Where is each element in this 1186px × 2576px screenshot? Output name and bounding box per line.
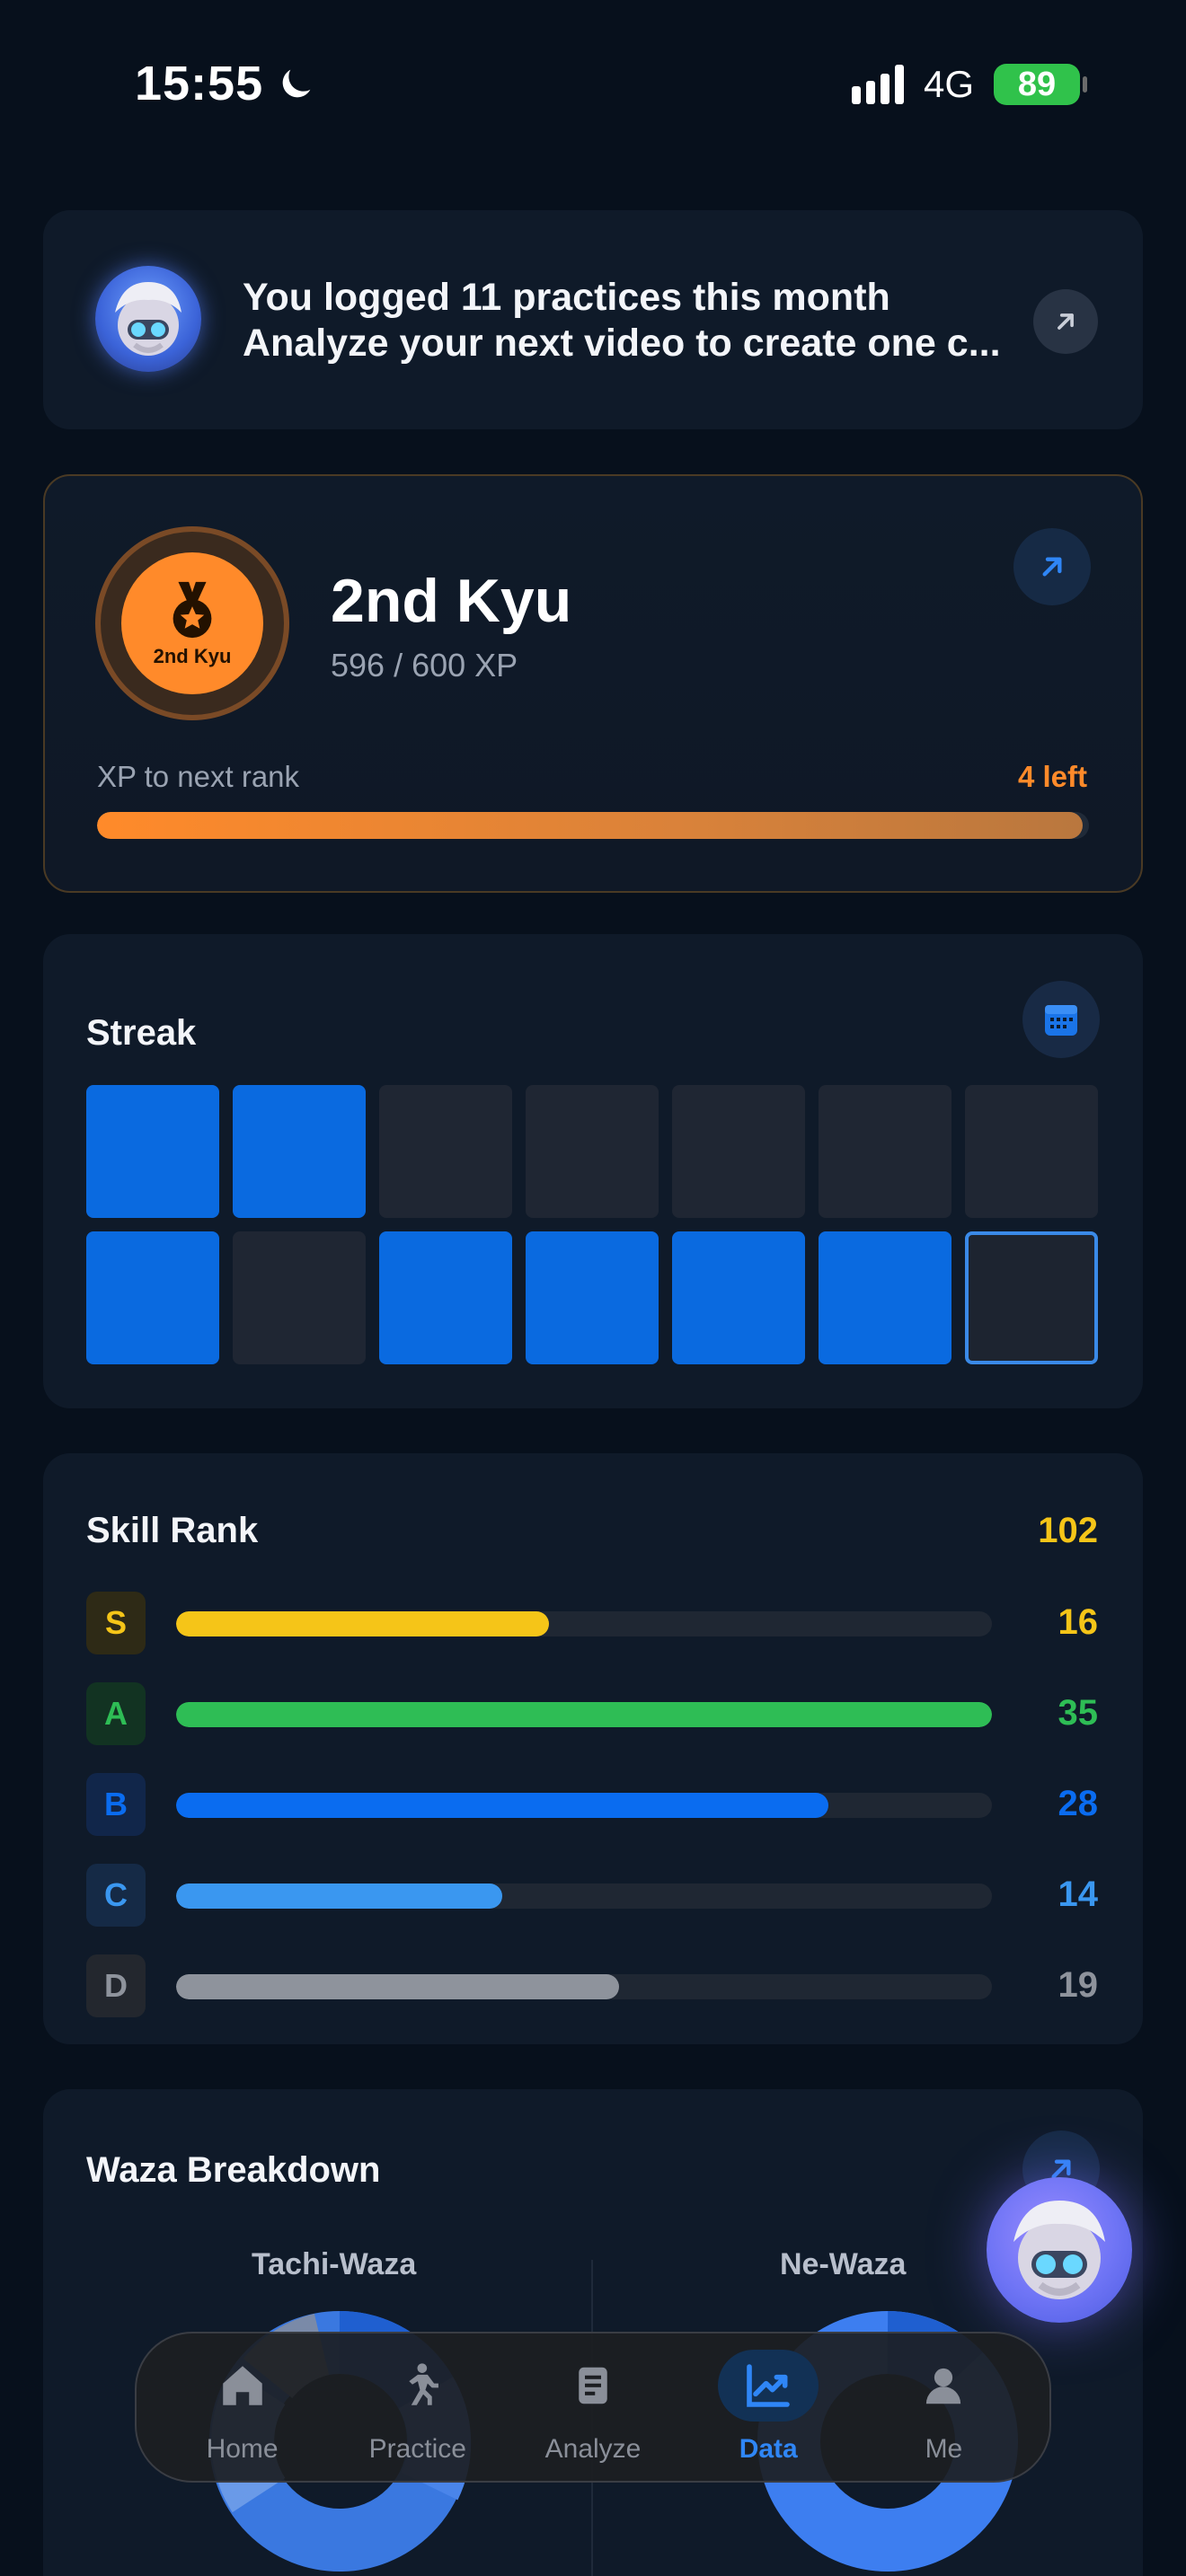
skill-bar-fill [176,1793,829,1818]
tab-label: Home [206,2434,279,2464]
skill-row-a: A 35 [86,1682,1100,1745]
signal-icon [851,65,904,104]
battery-level: 89 [1017,65,1057,103]
tab-home[interactable]: Home [155,2344,330,2470]
skill-bar [176,1793,992,1818]
skill-value: 16 [1058,1602,1099,1642]
skill-row-s: S 16 [86,1592,1100,1654]
tab-data[interactable]: Data [681,2344,856,2470]
data-icon [747,2364,791,2407]
grade-badge: B [86,1773,146,1836]
streak-day [526,1231,659,1364]
insight-line-1: You logged 11 practices this month [243,276,890,319]
streak-day [379,1231,512,1364]
xp-progress-bar [97,812,1089,839]
tab-bar: Home Practice Analyze [135,2332,1051,2483]
streak-title: Streak [86,1013,197,1053]
analyze-icon [579,2367,607,2404]
arrow-up-right-icon [1042,557,1062,577]
waza-title: Waza Breakdown [86,2150,381,2190]
rank-xp: 596 / 600 XP [331,647,518,684]
arrow-up-right-icon [1058,313,1074,330]
home-icon [222,2366,262,2405]
skill-rank-title: Skill Rank [86,1511,259,1550]
tab-label: Me [925,2434,963,2464]
medal-icon [173,581,212,639]
coach-avatar [95,266,201,372]
tachi-waza-label: Tachi-Waza [252,2247,417,2281]
rank-open-button[interactable] [1013,528,1091,605]
ne-waza-label: Ne-Waza [780,2247,907,2281]
skill-value: 14 [1058,1875,1099,1914]
streak-day [672,1085,805,1218]
status-bar: 15:55 4G 89 [0,0,1186,171]
skill-row-d: D 19 [86,1954,1100,2017]
tab-me[interactable]: Me [856,2344,1031,2470]
rank-medal-label: 2nd Kyu [153,645,232,667]
streak-day [86,1231,219,1364]
rank-title: 2nd Kyu [331,567,572,635]
grade-badge: A [86,1682,146,1745]
tab-label: Data [739,2434,798,2464]
practice-icon [409,2363,438,2405]
streak-day [526,1085,659,1218]
skill-value: 19 [1058,1965,1099,2005]
streak-grid [86,1085,1100,1364]
xp-progress-fill [97,812,1083,839]
grade-badge: C [86,1864,146,1927]
xp-progress-label: XP to next rank [97,760,300,793]
skill-row-c: C 14 [86,1864,1100,1927]
tab-label: Analyze [544,2434,642,2464]
streak-day [965,1231,1098,1364]
skill-bar-fill [176,1883,503,1909]
xp-remaining: 4 left [1017,760,1087,793]
rank-card[interactable]: 2nd Kyu 2nd Kyu 596 / 600 XP XP to next … [43,474,1143,893]
tab-practice[interactable]: Practice [330,2344,505,2470]
skill-bar-fill [176,1974,620,1999]
streak-day [819,1231,951,1364]
tab-analyze[interactable]: Analyze [505,2344,680,2470]
clock-text: 15:55 [135,57,264,110]
grade-badge: S [86,1592,146,1654]
calendar-button[interactable] [1022,981,1100,1058]
streak-day [379,1085,512,1218]
battery-icon: 89 [994,64,1087,105]
streak-card: Streak [43,934,1143,1408]
streak-day [233,1231,366,1364]
insight-message: You logged 11 practices this month Analy… [243,275,1051,366]
streak-day [86,1085,219,1218]
tab-label: Practice [368,2434,466,2464]
streak-day [819,1085,951,1218]
streak-day [965,1085,1098,1218]
insight-card[interactable]: You logged 11 practices this month Analy… [43,210,1143,429]
streak-day [672,1231,805,1364]
streak-day [233,1085,366,1218]
assistant-avatar-button[interactable] [987,2177,1132,2323]
skill-row-b: B 28 [86,1773,1100,1836]
skill-bar-fill [176,1611,549,1636]
skill-bar [176,1611,992,1636]
skill-rank-card: Skill Rank 102 S 16 A 35 B 28 C 14 D 19 [43,1453,1143,2044]
moon-icon [282,69,311,98]
rank-badge: 2nd Kyu [95,526,289,720]
skill-bar [176,1883,992,1909]
insight-open-button[interactable] [1033,289,1098,354]
skill-bar [176,1974,992,1999]
network-label: 4G [923,63,974,105]
arrow-up-right-icon [1051,2159,1071,2179]
insight-line-2: Analyze your next video to create one c.… [243,322,1001,365]
skill-value: 28 [1058,1784,1099,1823]
status-indicators: 4G 89 [851,63,1087,106]
calendar-icon [1045,1005,1077,1036]
skill-bar [176,1702,992,1727]
skill-value: 35 [1058,1693,1099,1733]
skill-rank-total: 102 [1038,1511,1098,1550]
grade-badge: D [86,1954,146,2017]
skill-bar-fill [176,1702,992,1727]
status-time: 15:55 [135,56,317,111]
me-icon [926,2368,961,2404]
rank-medal: 2nd Kyu [121,552,263,694]
